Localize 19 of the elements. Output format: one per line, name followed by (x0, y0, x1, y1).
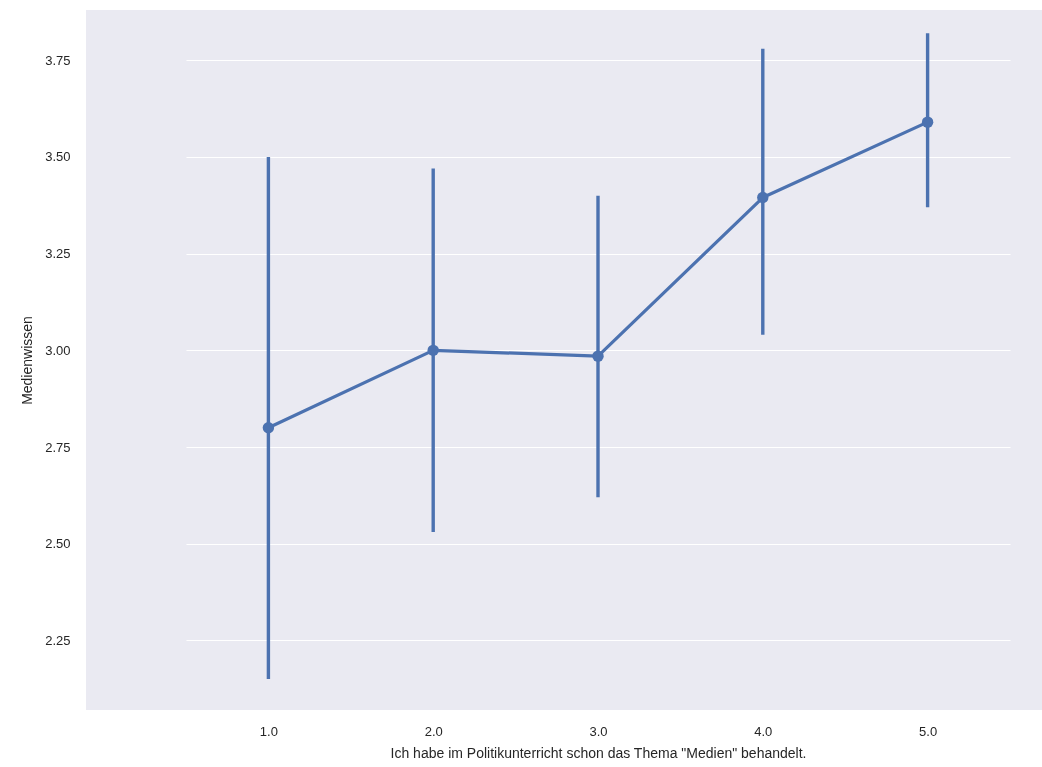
point (427, 344, 439, 357)
point (262, 421, 275, 434)
point (592, 350, 604, 362)
point (757, 191, 769, 204)
y-tick-label: 2.25 (45, 632, 71, 648)
y-tick-label: 3.00 (45, 342, 71, 358)
y-tick-label: 3.50 (45, 149, 71, 165)
point (921, 116, 934, 128)
y-axis-title: Medienwissen (19, 316, 36, 405)
y-tick-label: 2.75 (45, 439, 71, 455)
x-tick-label: 5.0 (919, 723, 938, 739)
y-tick-label: 3.25 (45, 246, 71, 262)
x-tick-label: 4.0 (754, 723, 773, 739)
x-tick-label: 3.0 (589, 723, 608, 739)
x-tick-label: 2.0 (424, 723, 443, 739)
x-tick-label: 1.0 (259, 723, 278, 739)
y-tick-label: 2.50 (45, 536, 71, 552)
y-tick-label: 3.75 (45, 52, 71, 68)
x-axis-title: Ich habe im Politikunterricht schon das Thema "Medien" behandelt. (390, 744, 807, 761)
